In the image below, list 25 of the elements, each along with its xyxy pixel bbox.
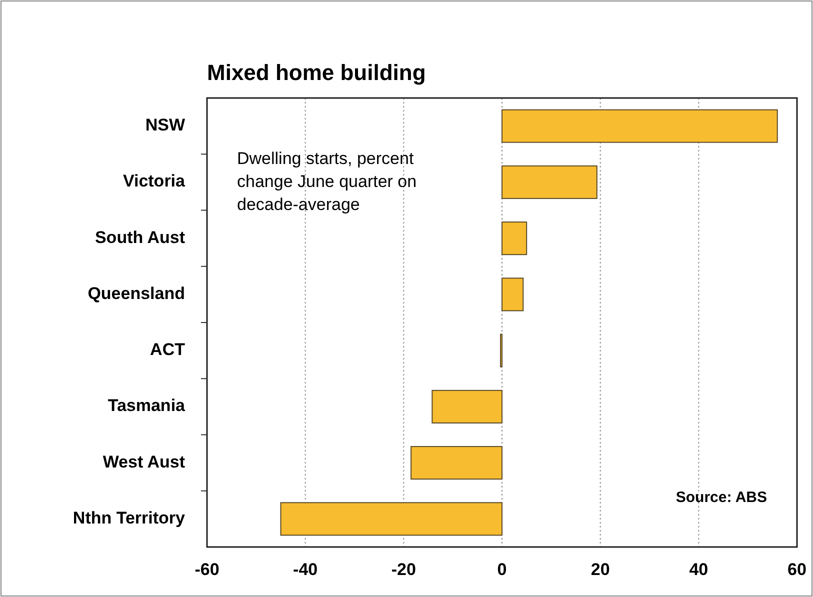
x-tick-label: 40 <box>689 560 708 579</box>
x-tick-label: -60 <box>194 560 220 579</box>
bar <box>502 109 778 143</box>
chart-title: Mixed home building <box>207 60 426 85</box>
y-tick-label: Victoria <box>122 172 186 191</box>
annotation: Dwelling starts, percent change June quarter on decade-average <box>237 149 417 214</box>
y-tick-label: Tasmania <box>108 396 186 416</box>
x-tick-label: 20 <box>590 560 610 579</box>
bar <box>410 446 502 480</box>
y-tick-label: Queensland <box>88 284 185 303</box>
x-tick-label: -40 <box>293 560 318 579</box>
bar <box>502 278 524 312</box>
x-tick-label: 0 <box>497 560 507 579</box>
y-tick-label: South Aust <box>94 228 186 247</box>
y-tick-label: ACT <box>150 340 186 360</box>
y-tick-label: West Aust <box>102 452 186 472</box>
x-tick-label: 60 <box>788 560 806 579</box>
bar <box>502 222 528 256</box>
annotation: Source: ABS <box>676 489 767 506</box>
bar <box>280 502 502 536</box>
bar <box>432 390 502 424</box>
y-tick-label: NSW <box>145 116 186 135</box>
x-tick-label: -20 <box>391 560 416 579</box>
y-tick-label: Nthn Territory <box>72 508 186 528</box>
bar <box>502 165 598 199</box>
